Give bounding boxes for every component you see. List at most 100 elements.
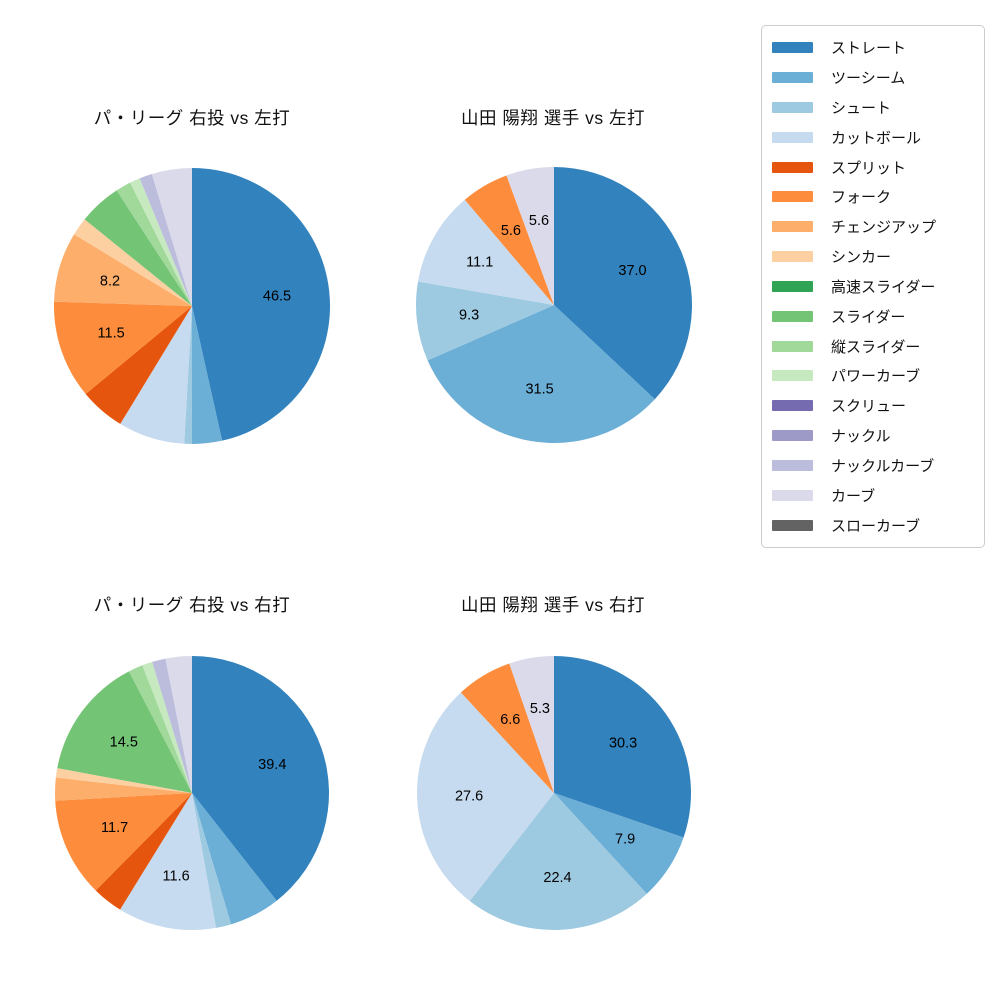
legend-item: ナックル xyxy=(772,422,984,450)
pie-slice-カットボール xyxy=(120,306,192,444)
legend-swatch-スプリット xyxy=(772,161,813,173)
pie-slice-シュート xyxy=(415,281,554,361)
pie-slice-ツーシーム xyxy=(192,793,277,925)
legend-label: パワーカーブ xyxy=(831,368,921,386)
pie-value-label-ストレート: 37.0 xyxy=(618,263,646,279)
pie-chart-1: 37.0 31.5 9.3 11.1 5.6 5.6 xyxy=(415,167,692,443)
legend-label: スクリュー xyxy=(831,398,907,416)
pie-slice-シンカー xyxy=(74,219,192,306)
legend-label: スローカーブ xyxy=(831,517,921,535)
legend-item: スプリット xyxy=(772,153,984,181)
pie-value-label-カーブ: 5.3 xyxy=(530,701,550,717)
legend-swatch-シンカー xyxy=(772,251,813,263)
pie-slice-カットボール xyxy=(418,199,554,305)
legend-swatch-ナックルカーブ xyxy=(772,459,813,471)
legend-swatch-ストレート xyxy=(772,42,813,54)
legend-swatch-パワーカーブ xyxy=(772,370,813,382)
pie-value-label-ストレート: 30.3 xyxy=(609,736,637,752)
pie-slice-パワーカーブ xyxy=(142,661,192,793)
pie-value-label-カットボール: 11.1 xyxy=(466,255,493,271)
pie-slice-ツーシーム xyxy=(554,793,684,894)
legend-swatch-高速スライダー xyxy=(772,280,813,292)
legend-label: シュート xyxy=(831,99,892,117)
legend-item: シンカー xyxy=(772,243,984,271)
pie-slice-ナックルカーブ xyxy=(152,658,192,793)
legend-label: 高速スライダー xyxy=(831,278,936,296)
legend-item: チェンジアップ xyxy=(772,213,984,241)
pie-slice-カーブ xyxy=(506,167,554,305)
legend-swatch-カーブ xyxy=(772,489,813,501)
pie-value-label-チェンジアップ: 8.2 xyxy=(100,274,120,290)
pie-slice-スライダー xyxy=(84,190,192,306)
legend-label: ツーシーム xyxy=(831,70,906,88)
pie-slice-ツーシーム xyxy=(427,305,655,443)
pie-slice-フォーク xyxy=(460,663,554,793)
pie-value-label-スライダー: 14.5 xyxy=(110,734,138,750)
pie-slice-ナックルカーブ xyxy=(139,173,192,306)
pie-slice-カットボール xyxy=(120,793,216,931)
pie-slice-チェンジアップ xyxy=(54,234,192,306)
legend-item: 高速スライダー xyxy=(772,272,984,300)
chart-title-pa-league-vs-rhb: パ・リーグ 右投 vs 右打 xyxy=(93,595,291,615)
pie-slice-パワーカーブ xyxy=(130,178,192,306)
legend-swatch-ナックル xyxy=(772,430,813,442)
pie-slice-カーブ xyxy=(509,656,554,793)
pie-slice-ストレート xyxy=(192,168,331,441)
legend-label: フォーク xyxy=(831,189,892,207)
pie-slice-スライダー xyxy=(57,671,192,793)
pie-slice-カーブ xyxy=(165,656,192,793)
pie-slice-フォーク xyxy=(464,175,554,305)
pie-slice-カットボール xyxy=(416,692,554,902)
pie-chart-2: 39.4 11.6 11.7 14.5 xyxy=(55,656,330,931)
pie-slice-カーブ xyxy=(151,168,192,306)
legend-label: スプリット xyxy=(831,159,907,177)
legend-label: カーブ xyxy=(831,487,876,505)
legend-swatch-スクリュー xyxy=(772,400,813,412)
pie-slice-シンカー xyxy=(55,768,192,793)
legend-label: ナックルカーブ xyxy=(831,457,935,475)
legend-label: チェンジアップ xyxy=(831,219,937,237)
pie-slice-縦スライダー xyxy=(129,665,192,793)
pie-value-label-シュート: 22.4 xyxy=(543,870,571,886)
legend-label: カットボール xyxy=(831,129,922,147)
legend-item: 縦スライダー xyxy=(772,332,984,360)
legend-item: スライダー xyxy=(772,302,984,330)
pie-slice-ツーシーム xyxy=(192,306,223,444)
pie-slice-ストレート xyxy=(192,656,330,901)
pie-value-label-フォーク: 6.6 xyxy=(500,712,520,728)
legend-swatch-ツーシーム xyxy=(772,72,813,84)
pie-value-label-カーブ: 5.6 xyxy=(529,213,549,229)
pie-value-label-フォーク: 11.7 xyxy=(101,820,128,836)
pie-value-label-ツーシーム: 31.5 xyxy=(525,381,553,397)
legend-swatch-縦スライダー xyxy=(772,340,813,352)
legend-swatch-フォーク xyxy=(772,191,813,203)
pie-value-label-カットボール: 27.6 xyxy=(455,789,483,805)
legend-item: カットボール xyxy=(772,123,984,151)
pie-value-label-フォーク: 5.6 xyxy=(501,223,521,239)
legend-swatch-チェンジアップ xyxy=(772,221,813,233)
pie-slice-ストレート xyxy=(554,167,692,400)
pie-slice-スプリット xyxy=(95,793,192,910)
chart-title-yamada-vs-rhb: 山田 陽翔 選手 vs 右打 xyxy=(461,595,645,615)
pie-slice-縦スライダー xyxy=(116,182,192,306)
legend-item: スローカーブ xyxy=(772,511,984,539)
legend-label: ナックル xyxy=(831,428,891,446)
pie-value-label-シュート: 9.3 xyxy=(459,307,479,323)
chart-title-yamada-vs-lhb: 山田 陽翔 選手 vs 左打 xyxy=(461,108,645,128)
legend-item: カーブ xyxy=(772,481,984,509)
legend-item: ストレート xyxy=(772,34,984,62)
legend-item: フォーク xyxy=(772,183,984,211)
legend-swatch-カットボール xyxy=(772,131,813,143)
pie-value-label-ストレート: 39.4 xyxy=(258,757,286,773)
legend-swatch-スライダー xyxy=(772,310,813,322)
chart-title-pa-league-vs-lhb: パ・リーグ 右投 vs 左打 xyxy=(93,108,291,128)
pie-chart-0: 46.5 11.5 8.2 xyxy=(54,168,331,444)
legend-item: ナックルカーブ xyxy=(772,451,984,479)
pie-value-label-カットボール: 11.6 xyxy=(163,868,190,884)
legend-item: シュート xyxy=(772,93,984,121)
pie-slice-シュート xyxy=(184,306,192,444)
pie-slice-フォーク xyxy=(54,301,193,394)
legend-item: ツーシーム xyxy=(772,64,984,92)
